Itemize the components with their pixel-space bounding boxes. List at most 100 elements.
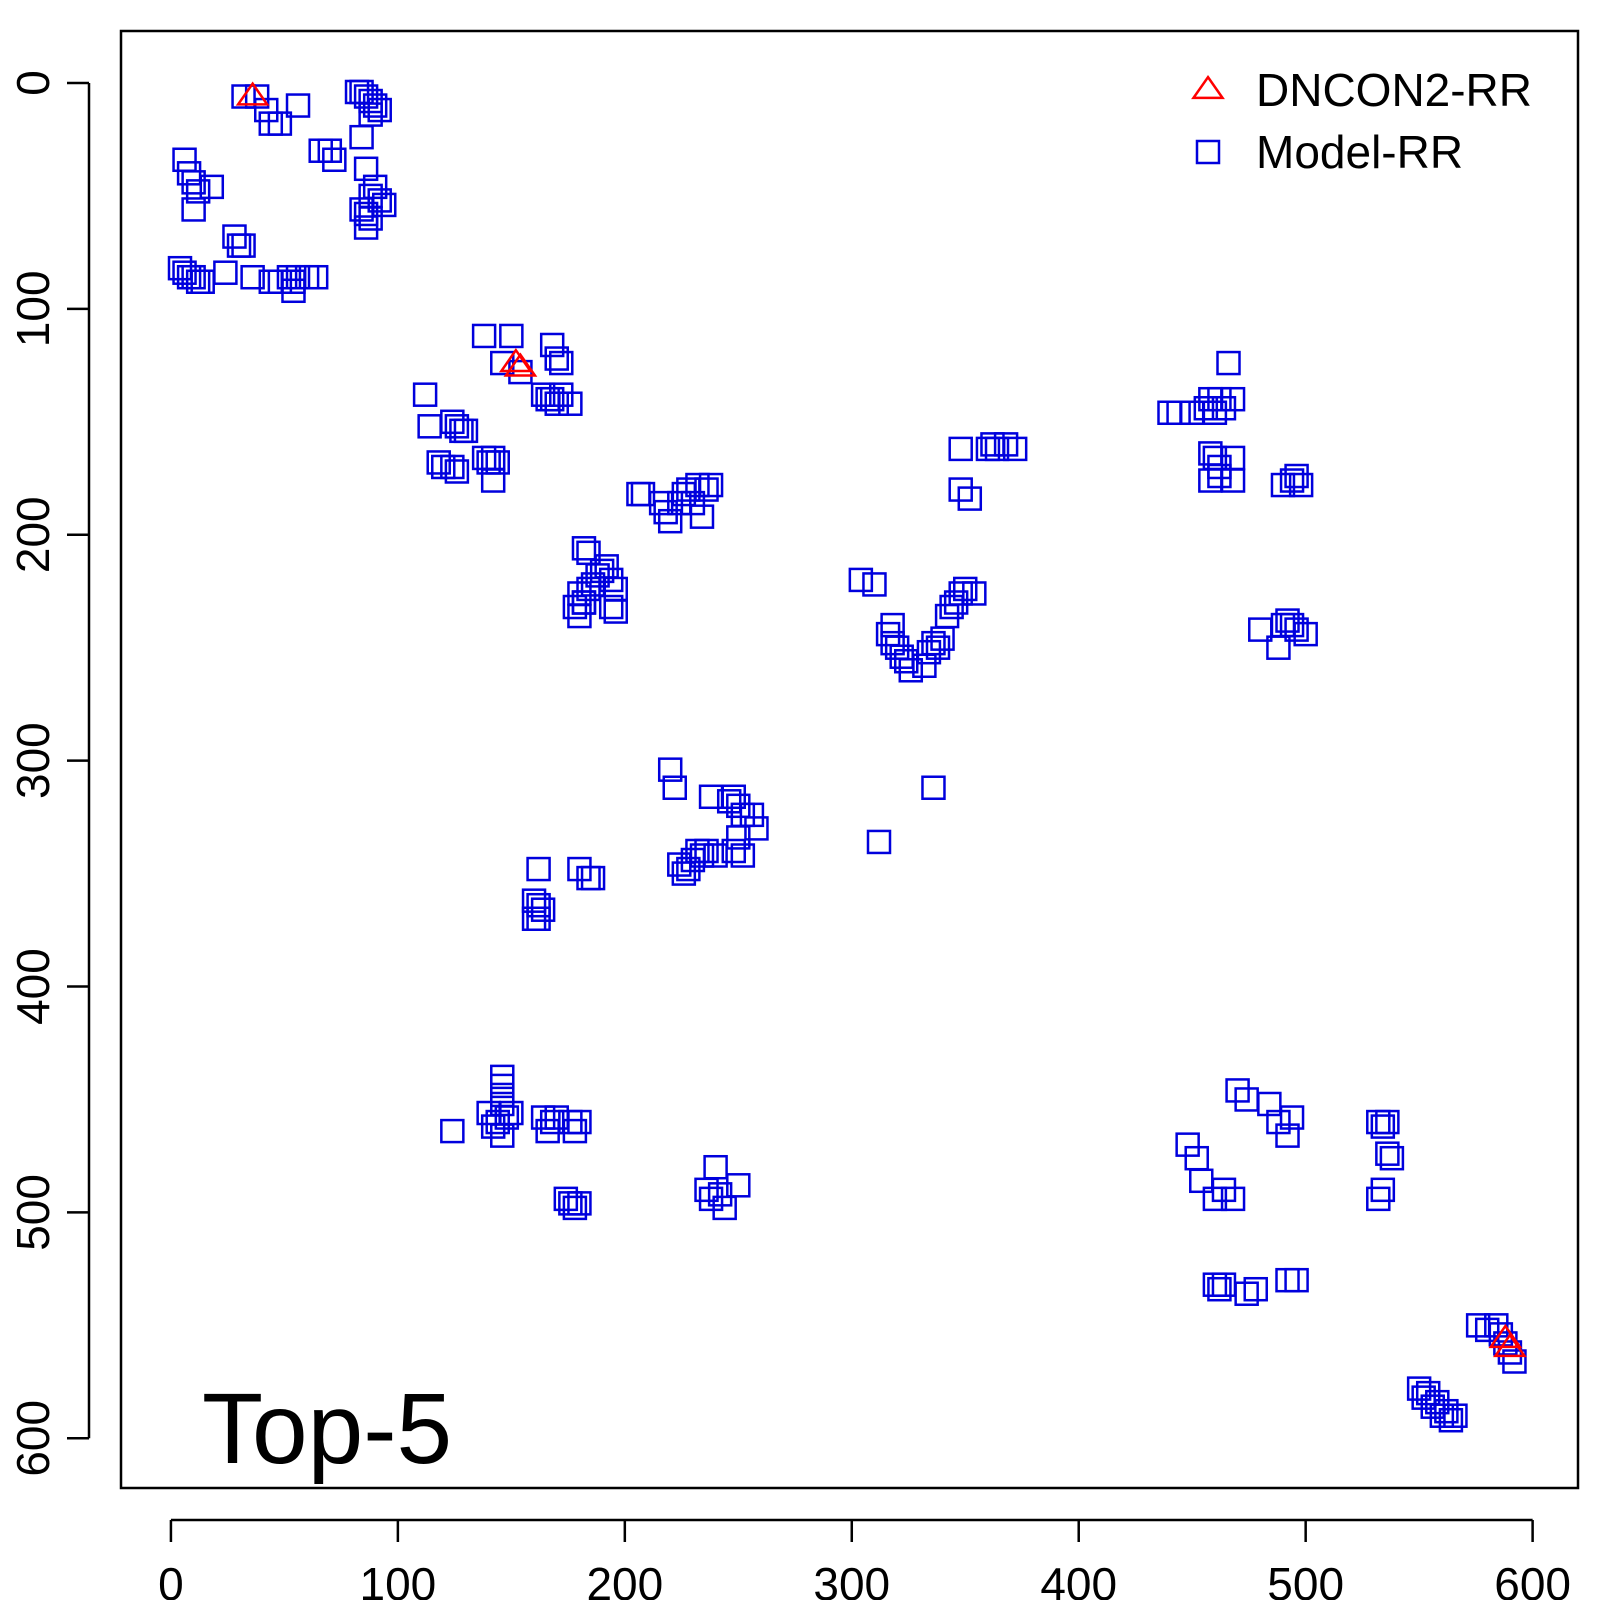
model-rr-point [662,775,688,800]
model-rr-point [726,1173,751,1198]
model-rr-point [362,174,388,200]
model-rr-point [962,581,987,606]
model-rr-point [526,892,551,918]
model-rr-point [657,508,683,534]
model-rr-point [1211,395,1237,421]
legend-label: Model-RR [1256,126,1463,178]
x-axis: 0 100 200 300 400 500 600 [158,1518,1571,1600]
model-rr-point [349,124,374,150]
model-rr-point [880,630,905,656]
model-rr-point [530,382,556,407]
model-rr-point [231,84,256,109]
model-rr-point [1375,1141,1400,1166]
model-rr-point [721,784,747,810]
y-tick-label: 200 [7,496,59,573]
model-rr-point [240,264,265,290]
model-rr-point [1279,1105,1305,1130]
model-rr-point [1216,350,1241,376]
model-rr-point [1279,468,1305,493]
model-rr-point [1425,1389,1450,1415]
model-rr-point [176,161,202,186]
model-rr-point [353,215,379,240]
model-rr-point [453,418,479,444]
model-rr-point [1220,468,1246,493]
model-rr-point [1220,386,1246,412]
model-rr-point [222,224,247,249]
model-rr-point [1220,1186,1246,1212]
model-rr-point [585,563,610,588]
x-tick-label: 200 [586,1558,663,1600]
model-rr-point [417,414,442,439]
model-rr-point [1284,463,1309,489]
model-rr-point [181,264,206,290]
model-rr-point [412,382,438,407]
model-rr-point [485,1109,510,1135]
model-rr-point [1370,1114,1396,1139]
model-rr-point [694,838,719,864]
x-tick-label: 500 [1267,1558,1344,1600]
model-rr-point [580,865,606,891]
model-rr-point [1502,1349,1527,1374]
model-rr-point [598,567,624,593]
y-tick-label: 400 [7,948,59,1025]
model-rr-point [444,414,470,439]
model-rr-point [499,1100,524,1126]
model-rr-point [1175,1132,1200,1157]
model-rr-point [1266,1109,1291,1135]
model-rr-point [984,436,1010,462]
model-rr-point [712,1195,737,1221]
x-tick-label: 300 [813,1558,890,1600]
model-rr-point [884,635,910,660]
model-rr-point [526,906,551,932]
model-rr-point [671,861,697,886]
chart-annotation: Top-5 [202,1373,452,1485]
model-rr-point [571,590,597,615]
model-rr-point [1211,1177,1237,1203]
x-tick-label: 0 [158,1558,184,1600]
model-rr-point [939,594,964,620]
model-rr-point [716,789,742,814]
model-rr-point [213,260,238,285]
model-rr-point [571,536,597,561]
model-rr-point [721,838,747,864]
model-rr-point [866,829,892,855]
model-rr-point [1406,1376,1432,1401]
model-rr-point [1234,1087,1259,1112]
model-rr-point [231,233,256,258]
model-rr-point [267,111,293,136]
model-rr-point [267,269,293,294]
x-tick-label: 400 [1040,1558,1117,1600]
model-rr-point [689,504,715,529]
model-rr-point [694,477,719,502]
model-rr-point [589,558,615,584]
model-rr-point [349,197,374,222]
model-rr-point [281,278,306,304]
model-rr-point [499,323,524,349]
model-rr-point [1243,1276,1268,1302]
model-rr-point [539,332,565,358]
model-rr-point [244,84,270,109]
model-rr-point [1415,1380,1441,1406]
model-rr-point [167,255,193,281]
model-rr-point [1366,1186,1391,1212]
y-tick-label: 0 [7,70,59,96]
model-rr-point [253,97,279,123]
model-rr-point [698,1186,724,1212]
model-rr-point [562,1195,588,1221]
model-rr-point [471,323,497,349]
model-rr-point [185,179,211,204]
model-rr-point [603,599,628,624]
model-rr-point [562,594,588,620]
model-rr-point [353,156,379,182]
model-rr-point [1275,1123,1300,1148]
legend-marker-dncon2-rr [1191,74,1225,100]
x-tick-label: 100 [360,1558,437,1600]
model-rr-point [303,264,329,290]
model-rr-point [190,269,215,294]
model-rr-point [1207,463,1232,489]
model-rr-point [526,856,551,882]
model-rr-point [1184,1145,1209,1171]
y-tick-label: 300 [7,722,59,799]
model-rr-point [1166,400,1191,426]
model-rr-point [685,472,710,498]
